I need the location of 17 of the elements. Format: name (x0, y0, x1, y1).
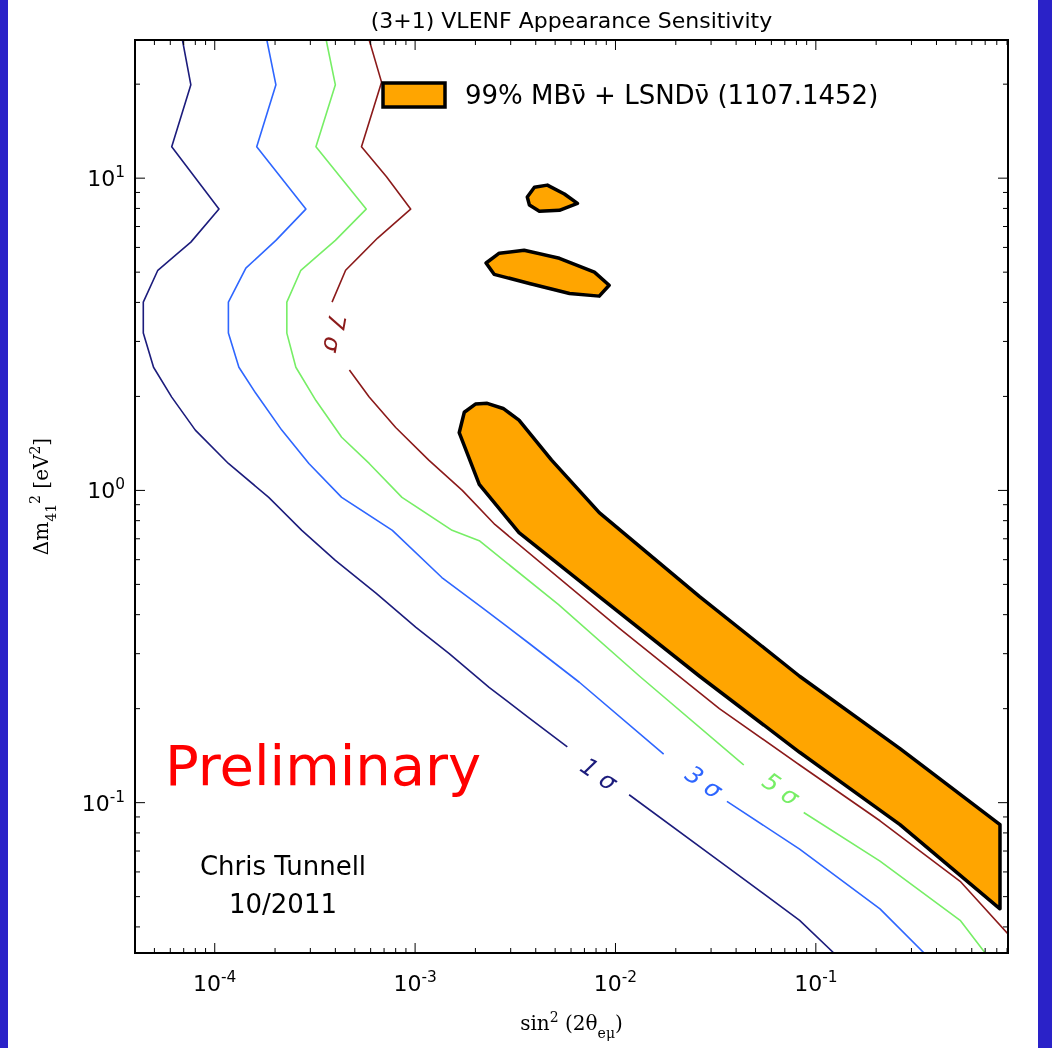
legend-label: 99% MBν̄ + LSNDν̄ (1107.1452) (465, 80, 879, 110)
x-axis-title: sin$^{2}$ (2θ$_{eμ}$) (520, 1009, 623, 1041)
annotation: 3 σ (679, 759, 728, 806)
annotation: 5 σ (756, 766, 805, 813)
y-tick-label: 10$^{1}$ (87, 163, 125, 192)
annotation: Preliminary (165, 733, 482, 798)
x-tick-label: 10$^{-2}$ (593, 968, 638, 996)
x-tick-label: 10$^{-1}$ (794, 968, 838, 996)
x-tick-label: 10$^{-3}$ (393, 968, 437, 996)
annotation: Chris Tunnell (199, 851, 367, 881)
annotation: 10/2011 (228, 889, 338, 919)
y-tick-label: 10$^{0}$ (87, 475, 125, 504)
y-tick-label: 10$^{-1}$ (81, 787, 125, 816)
chart-title: (3+1) VLENF Appearance Sensitivity (370, 8, 773, 33)
x-tick-label: 10$^{-4}$ (193, 968, 237, 996)
annotation: 7 σ (316, 311, 352, 356)
annotation: 1 σ (574, 751, 623, 798)
